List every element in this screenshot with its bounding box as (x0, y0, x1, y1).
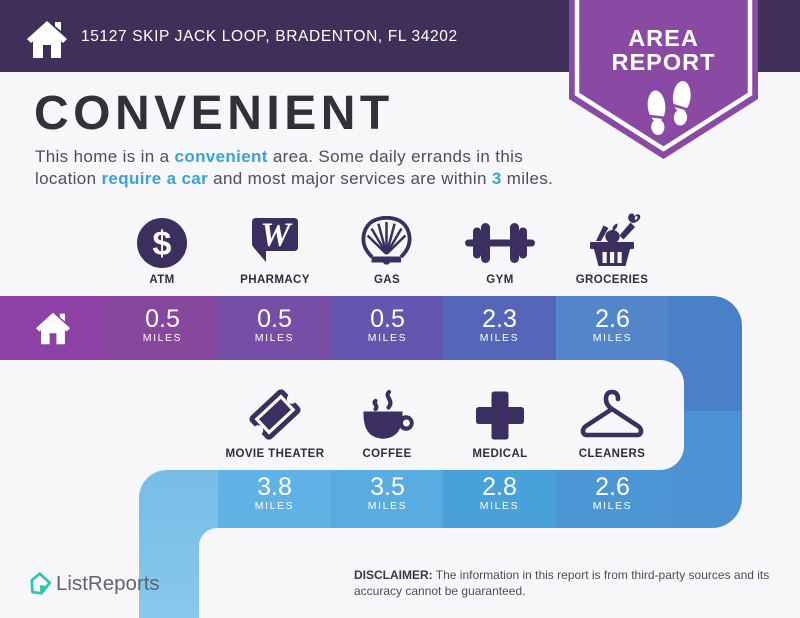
svg-text:REPORT: REPORT (612, 49, 716, 75)
svg-text:W: W (260, 218, 293, 254)
svg-text:AREA: AREA (628, 25, 699, 51)
svg-text:$: $ (153, 225, 172, 263)
